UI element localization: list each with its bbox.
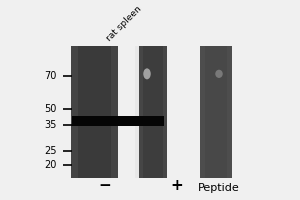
Bar — [200, 46, 232, 178]
Bar — [71, 46, 118, 178]
Bar — [139, 46, 143, 178]
Text: Peptide: Peptide — [198, 183, 240, 193]
Bar — [200, 46, 205, 178]
Ellipse shape — [215, 70, 223, 78]
Text: +: + — [171, 178, 183, 193]
Ellipse shape — [143, 68, 151, 79]
Text: 50: 50 — [45, 104, 57, 114]
Bar — [71, 46, 78, 178]
Text: 70: 70 — [45, 71, 57, 81]
Text: 20: 20 — [45, 160, 57, 170]
Text: −: − — [99, 178, 111, 193]
Bar — [139, 46, 167, 178]
Bar — [72, 116, 164, 126]
Text: 35: 35 — [45, 120, 57, 130]
Text: rat spleen: rat spleen — [105, 4, 143, 43]
Bar — [111, 46, 118, 178]
Bar — [163, 46, 167, 178]
Bar — [227, 46, 232, 178]
Text: 25: 25 — [44, 146, 57, 156]
Bar — [135, 46, 147, 178]
